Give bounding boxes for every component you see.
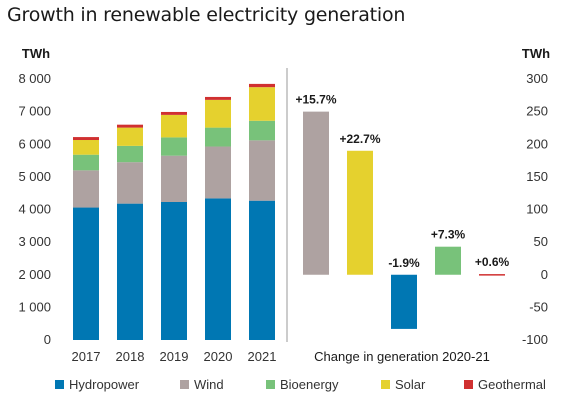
change-x-axis-title: Change in generation 2020-21	[314, 349, 490, 364]
bar-geothermal-2017	[73, 137, 99, 141]
legend: Hydropower Wind Bioenergy Solar Geothermal	[0, 377, 569, 397]
bar-solar-2018	[117, 127, 143, 146]
legend-item-bioenergy: Bioenergy	[266, 377, 339, 392]
left-y-tick-label: 2 000	[18, 267, 51, 282]
x-tick-label-2020: 2020	[204, 349, 233, 364]
x-tick-label-2019: 2019	[160, 349, 189, 364]
right-y-ticks-group: -100 -50 0 50 100 150 200 250 300	[522, 71, 548, 347]
bar-bioenergy-2020	[205, 127, 231, 147]
left-y-tick-label: 0	[44, 332, 51, 347]
bar-hydropower-2019	[161, 201, 187, 340]
change-bar-hydropower	[391, 274, 417, 329]
right-y-tick-label: 0	[541, 267, 548, 282]
change-bar-geothermal	[479, 274, 505, 276]
left-y-tick-label: 6 000	[18, 136, 51, 151]
change-data-labels-group: +15.7% +22.7% -1.9% +7.3% +0.6%	[295, 93, 509, 270]
legend-swatch-geothermal	[464, 380, 473, 389]
right-y-tick-label: 100	[526, 202, 548, 217]
left-y-tick-label: 8 000	[18, 71, 51, 86]
change-bar-wind	[303, 111, 329, 275]
right-y-tick-label: -50	[529, 299, 548, 314]
legend-item-wind: Wind	[180, 377, 224, 392]
legend-label: Bioenergy	[280, 377, 339, 392]
bar-bioenergy-2021	[249, 120, 275, 141]
change-bar-bioenergy	[435, 246, 461, 275]
right-y-tick-label: 50	[534, 234, 548, 249]
x-tick-label-2017: 2017	[72, 349, 101, 364]
bar-solar-2019	[161, 114, 187, 138]
legend-label: Solar	[395, 377, 426, 392]
bar-solar-2017	[73, 140, 99, 155]
legend-label: Hydropower	[69, 377, 140, 392]
change-label-bioenergy: +7.3%	[431, 228, 466, 242]
change-label-wind: +15.7%	[295, 93, 336, 107]
left-y-tick-label: 1 000	[18, 299, 51, 314]
stacked-bars-group	[73, 83, 275, 340]
bar-bioenergy-2018	[117, 145, 143, 163]
right-y-tick-label: -100	[522, 332, 548, 347]
bar-geothermal-2018	[117, 124, 143, 128]
right-y-tick-label: 150	[526, 169, 548, 184]
left-y-tick-label: 5 000	[18, 169, 51, 184]
change-bar-solar	[347, 150, 373, 275]
right-y-tick-label: 200	[526, 136, 548, 151]
left-y-tick-label: 7 000	[18, 104, 51, 119]
x-tick-label-2021: 2021	[248, 349, 277, 364]
legend-item-geothermal: Geothermal	[464, 377, 546, 392]
left-y-tick-label: 3 000	[18, 234, 51, 249]
change-label-solar: +22.7%	[339, 132, 380, 146]
bar-hydropower-2018	[117, 203, 143, 340]
change-bars-group	[303, 111, 505, 329]
bar-hydropower-2017	[73, 207, 99, 340]
legend-swatch-hydropower	[55, 380, 64, 389]
bar-solar-2021	[249, 87, 275, 121]
bar-hydropower-2021	[249, 200, 275, 340]
legend-swatch-solar	[381, 380, 390, 389]
legend-label: Geothermal	[478, 377, 546, 392]
bar-wind-2018	[117, 162, 143, 204]
right-axis-unit: TWh	[522, 46, 550, 61]
bar-wind-2020	[205, 146, 231, 199]
left-y-ticks-group: 0 1 000 2 000 3 000 4 000 5 000 6 000 7 000 8 00…	[18, 71, 51, 347]
legend-swatch-wind	[180, 380, 189, 389]
right-y-tick-label: 300	[526, 71, 548, 86]
change-label-geothermal: +0.6%	[475, 255, 510, 269]
bar-geothermal-2020	[205, 96, 231, 100]
bar-bioenergy-2017	[73, 154, 99, 171]
x-tick-label-2018: 2018	[116, 349, 145, 364]
bar-wind-2019	[161, 155, 187, 202]
bar-wind-2017	[73, 170, 99, 208]
x-ticks-group: 2017 2018 2019 2020 2021	[72, 349, 277, 364]
bar-geothermal-2019	[161, 111, 187, 115]
legend-item-hydropower: Hydropower	[55, 377, 139, 392]
change-label-hydropower: -1.9%	[388, 256, 420, 270]
bar-bioenergy-2019	[161, 137, 187, 156]
bar-hydropower-2020	[205, 198, 231, 340]
legend-swatch-bioenergy	[266, 380, 275, 389]
left-y-tick-label: 4 000	[18, 202, 51, 217]
right-y-tick-label: 250	[526, 104, 548, 119]
legend-label: Wind	[194, 377, 224, 392]
bar-solar-2020	[205, 99, 231, 128]
left-axis-unit: TWh	[22, 46, 50, 61]
chart-title: Growth in renewable electricity generati…	[7, 4, 406, 26]
legend-item-solar: Solar	[381, 377, 425, 392]
bar-geothermal-2021	[249, 83, 275, 88]
bar-wind-2021	[249, 140, 275, 201]
